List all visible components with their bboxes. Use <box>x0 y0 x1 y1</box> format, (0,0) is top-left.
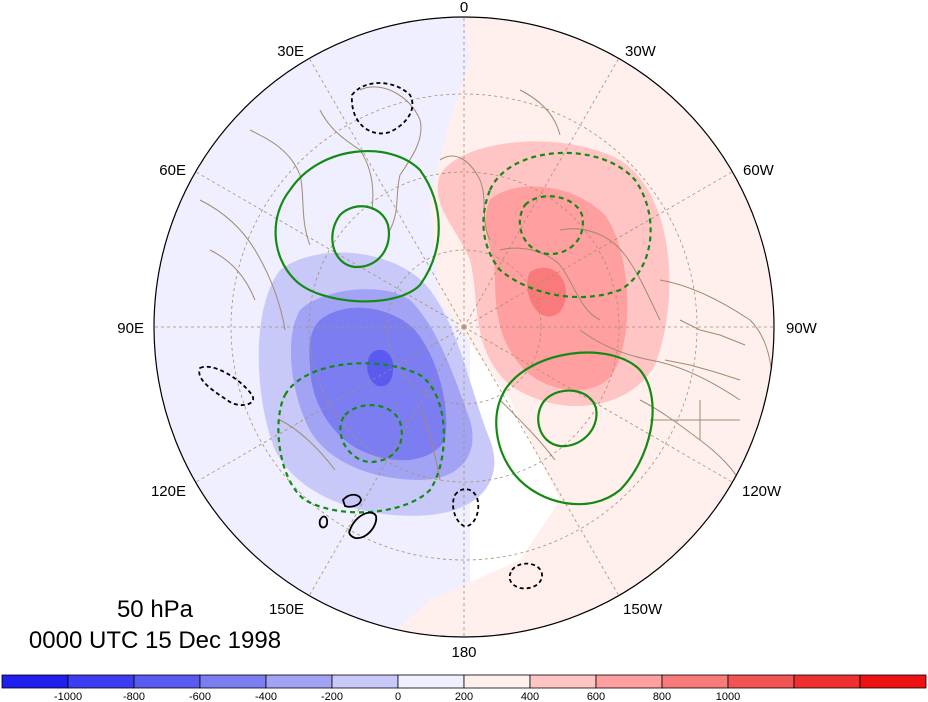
map-outline <box>153 16 775 638</box>
colorbar-tick-label: 0 <box>395 691 401 702</box>
map-disk <box>154 17 774 637</box>
negative-anomaly-800 <box>367 349 394 387</box>
colorbar-tick-label: 1000 <box>716 691 740 702</box>
colorbar-box <box>859 674 927 689</box>
black-solid-contours <box>318 493 378 539</box>
contour-ring <box>495 351 654 506</box>
contour-ring <box>482 151 652 299</box>
colorbar-box <box>529 674 597 689</box>
level-title: 50 hPa <box>117 596 194 623</box>
colorbar-tick-label: 200 <box>455 691 473 702</box>
contour-ring <box>348 511 378 539</box>
graticule <box>154 17 774 637</box>
longitude-labels: 0 30W 60W 90W 120W 150W 180 150E 120E 90… <box>117 0 817 661</box>
colorbar: -1000 -800 -600 -400 -200 0 200 400 600 800 1000 <box>1 674 927 702</box>
lon-label-30w: 30W <box>625 43 657 60</box>
lon-label-30e: 30E <box>277 43 304 60</box>
contour-ring <box>198 365 255 406</box>
contour-ring <box>341 493 362 508</box>
contour-ring <box>537 389 598 448</box>
colorbar-box <box>793 674 861 689</box>
colorbar-box <box>67 674 135 689</box>
lon-label-90w: 90W <box>786 320 818 337</box>
black-dashed-contours <box>198 82 543 590</box>
colorbar-box <box>265 674 333 689</box>
colorbar-tick-label: -1000 <box>54 691 82 702</box>
contour-ring <box>274 150 440 303</box>
lon-label-90e: 90E <box>117 320 144 337</box>
contour-ring <box>508 562 543 590</box>
colorbar-box <box>331 674 399 689</box>
colorbar-box <box>397 674 465 689</box>
lon-label-0: 0 <box>460 0 468 16</box>
lon-label-60w: 60W <box>743 162 775 179</box>
green-dashed-contours <box>277 151 652 514</box>
lon-label-150e: 150E <box>269 601 304 618</box>
green-solid-contours <box>274 150 654 506</box>
colorbar-tick-label: -200 <box>321 691 343 702</box>
lon-label-180: 180 <box>451 644 476 661</box>
colorbar-box <box>133 674 201 689</box>
time-title: 0000 UTC 15 Dec 1998 <box>29 627 281 654</box>
colorbar-box <box>595 674 663 689</box>
lon-label-150w: 150W <box>623 601 663 618</box>
lon-label-120e: 120E <box>151 483 186 500</box>
colorbar-tick-label: -600 <box>189 691 211 702</box>
lon-label-60e: 60E <box>159 162 186 179</box>
colorbar-tick-label: 800 <box>653 691 671 702</box>
coastlines <box>199 86 773 491</box>
contour-ring <box>277 362 445 514</box>
contour-ring <box>339 404 403 464</box>
colorbar-box <box>661 674 729 689</box>
colorbar-tick-label: -400 <box>255 691 277 702</box>
colorbar-tick-label: -800 <box>123 691 145 702</box>
contour-ring <box>351 82 414 135</box>
colorbar-box <box>1 674 69 689</box>
colorbar-tick-label: 600 <box>587 691 605 702</box>
colorbar-tick-label: 400 <box>521 691 539 702</box>
contour-ring <box>318 515 329 529</box>
contour-ring <box>452 488 480 527</box>
lon-label-120w: 120W <box>742 483 782 500</box>
colorbar-box <box>199 674 267 689</box>
colorbar-box <box>727 674 795 689</box>
colorbar-box <box>463 674 531 689</box>
contour-ring <box>331 205 391 269</box>
